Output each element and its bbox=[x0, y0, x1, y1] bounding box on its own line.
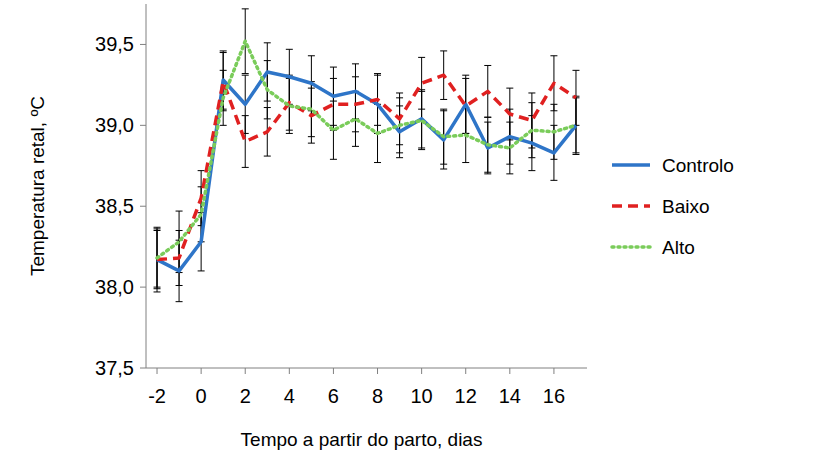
x-tick-label: -2 bbox=[148, 385, 166, 407]
plot-area bbox=[154, 9, 580, 302]
x-tick bbox=[509, 368, 510, 374]
x-tick-label: 8 bbox=[372, 385, 383, 407]
x-tick-label: 12 bbox=[455, 385, 477, 407]
x-tick-label: 16 bbox=[543, 385, 565, 407]
x-tick-label: 14 bbox=[499, 385, 521, 407]
y-tick bbox=[140, 287, 146, 288]
legend-label: Alto bbox=[662, 237, 695, 258]
x-tick bbox=[201, 368, 202, 374]
x-tick bbox=[421, 368, 422, 374]
x-tick bbox=[553, 368, 554, 374]
x-tick-label: 2 bbox=[240, 385, 251, 407]
x-tick bbox=[245, 368, 246, 374]
y-tick-label: 38,5 bbox=[95, 195, 134, 217]
y-tick-label: 38,0 bbox=[95, 276, 134, 298]
x-tick bbox=[157, 368, 158, 374]
legend-swatch bbox=[612, 245, 650, 249]
x-tick-label: 6 bbox=[328, 385, 339, 407]
series-line bbox=[157, 75, 576, 259]
error-bar bbox=[242, 116, 249, 168]
chart: 37,5 38,0 38,5 39,0 39,5 -2 0 2 4 6 8 10 12 14 16 Tempo… bbox=[0, 0, 820, 460]
y-tick bbox=[140, 368, 146, 369]
y-tick-label: 39,5 bbox=[95, 33, 134, 55]
legend: Controlo Baixo Alto bbox=[612, 155, 734, 258]
x-tick-label: 4 bbox=[284, 385, 295, 407]
legend-label: Controlo bbox=[662, 155, 734, 176]
legend-label: Baixo bbox=[662, 196, 710, 217]
y-tick bbox=[140, 206, 146, 207]
series-line bbox=[157, 41, 576, 258]
y-axis-label: Temperatura retal, ºC bbox=[27, 96, 48, 276]
x-axis bbox=[146, 368, 587, 369]
x-tick-label: 0 bbox=[196, 385, 207, 407]
y-tick bbox=[140, 44, 146, 45]
legend-swatch bbox=[612, 204, 650, 208]
y-tick bbox=[140, 125, 146, 126]
x-tick bbox=[289, 368, 290, 374]
x-tick bbox=[333, 368, 334, 374]
y-tick-label: 37,5 bbox=[95, 357, 134, 379]
y-axis bbox=[146, 4, 147, 368]
legend-swatch bbox=[612, 163, 650, 167]
x-axis-label: Tempo a partir do parto, dias bbox=[241, 429, 483, 450]
y-tick-label: 39,0 bbox=[95, 114, 134, 136]
x-tick bbox=[377, 368, 378, 374]
x-tick bbox=[465, 368, 466, 374]
x-tick-label: 10 bbox=[411, 385, 433, 407]
series-line bbox=[157, 72, 576, 271]
